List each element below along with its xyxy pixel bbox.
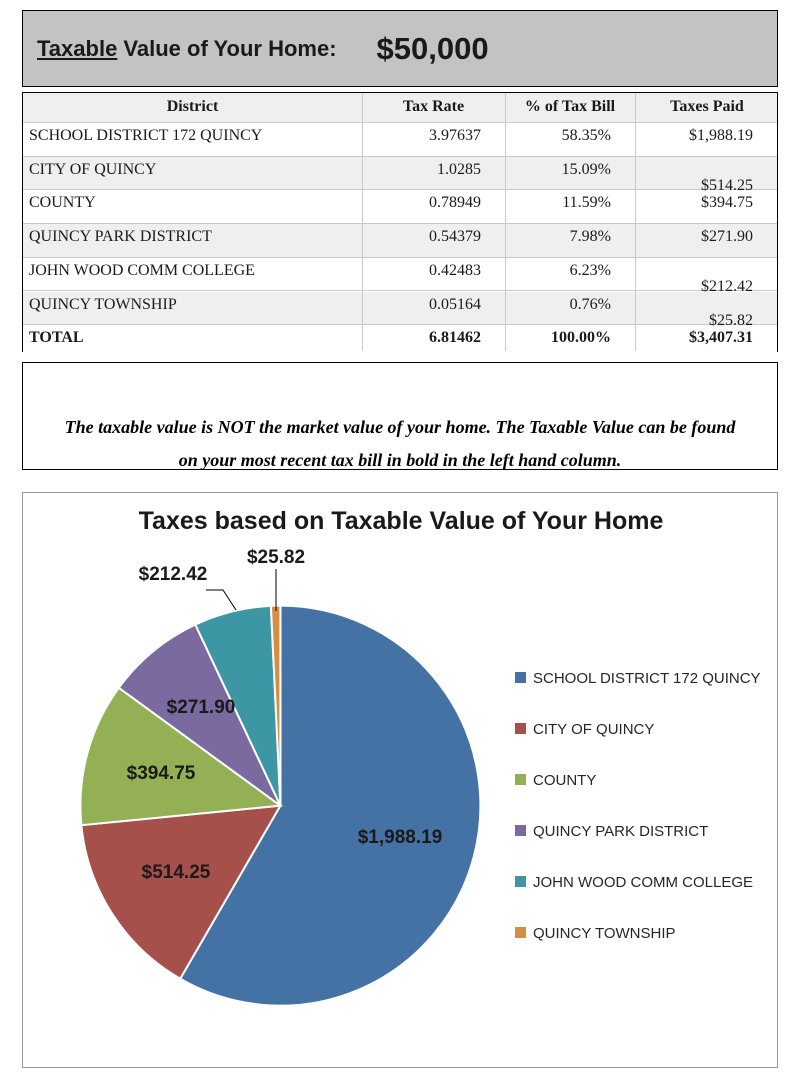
svg-text:$25.82: $25.82 xyxy=(247,547,305,568)
svg-text:$271.90: $271.90 xyxy=(167,697,236,718)
svg-text:$514.25: $514.25 xyxy=(142,862,211,883)
svg-text:$212.42: $212.42 xyxy=(139,564,208,585)
svg-text:$1,988.19: $1,988.19 xyxy=(358,827,443,848)
svg-text:$394.75: $394.75 xyxy=(127,763,196,784)
